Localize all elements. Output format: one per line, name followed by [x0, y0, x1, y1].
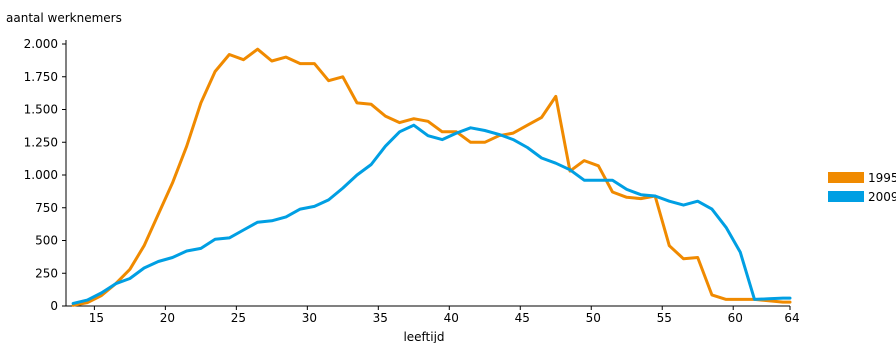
legend-swatch-1995: [828, 172, 864, 183]
y-tick-label: 1.250: [24, 135, 58, 149]
y-tick-label: 750: [35, 201, 58, 215]
y-axis-title: aantal werknemers: [6, 11, 122, 25]
series-lines: [71, 47, 792, 307]
x-axis: 15 20 25 30 35 40 45 50 55 60 64: [66, 305, 800, 325]
x-tick-label: 30: [302, 311, 317, 325]
x-tick-label: 64: [784, 311, 799, 325]
x-tick-label: 45: [515, 311, 530, 325]
x-tick-label: 40: [444, 311, 459, 325]
series-line-2009: [71, 123, 792, 305]
x-tick-label: 20: [160, 311, 175, 325]
y-tick-label: 1.750: [24, 70, 58, 84]
y-tick-label: 500: [35, 234, 58, 248]
x-tick-label: 25: [231, 311, 246, 325]
x-axis-title: leeftijd: [403, 330, 444, 343]
x-tick-label: 15: [89, 311, 104, 325]
legend-label-2009: 2009: [868, 190, 896, 204]
x-tick-label: 50: [586, 311, 601, 325]
legend-label-1995: 1995: [868, 171, 896, 185]
y-tick-label: 2.000: [24, 37, 58, 51]
x-tick-label: 55: [657, 311, 672, 325]
legend: 1995 2009: [828, 171, 896, 204]
y-tick-label: 1.500: [24, 103, 58, 117]
y-tick-label: 0: [50, 299, 58, 313]
y-tick-label: 1.000: [24, 168, 58, 182]
y-axis: 0 250 500 750 1.000 1.250 1.500 1.750 2.000: [24, 37, 67, 313]
series-line-1995: [71, 47, 792, 307]
x-tick-label: 35: [373, 311, 388, 325]
y-tick-label: 250: [35, 266, 58, 280]
legend-swatch-2009: [828, 191, 864, 202]
x-tick-label: 60: [728, 311, 743, 325]
